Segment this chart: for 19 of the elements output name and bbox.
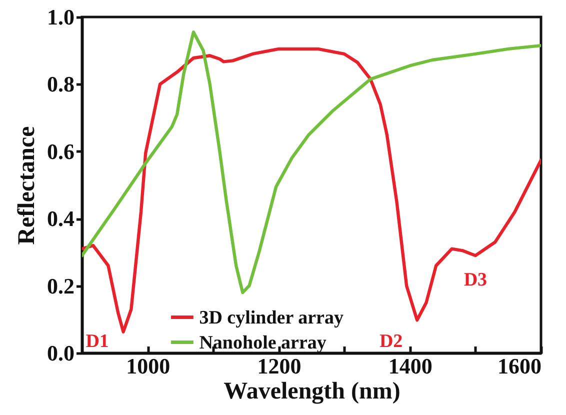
- x-axis-title: Wavelength (nm): [224, 378, 400, 404]
- y-tick-label: 0.6: [47, 138, 74, 164]
- y-tick-label: 0.4: [47, 206, 74, 232]
- y-axis-title: Reflectance: [14, 126, 40, 245]
- x-tick-label: 1600: [498, 354, 542, 378]
- y-tick-label: 1.0: [47, 4, 74, 30]
- x-tick-label: 1200: [257, 354, 302, 378]
- legend-label: 3D cylinder array: [199, 307, 344, 328]
- y-tick-label: 0.8: [47, 72, 74, 97]
- y-tick-label: 0.2: [47, 273, 74, 298]
- line-series: [82, 47, 541, 334]
- annotation: D1: [86, 331, 109, 352]
- annotation: D2: [379, 331, 403, 352]
- x-tick-label: 1400: [388, 354, 432, 378]
- line-series: [82, 30, 541, 294]
- y-tick-label: 0.0: [47, 340, 74, 366]
- annotation: D3: [464, 270, 488, 291]
- legend-label: Nanohole array: [199, 332, 327, 354]
- x-tick-label: 1000: [126, 354, 170, 378]
